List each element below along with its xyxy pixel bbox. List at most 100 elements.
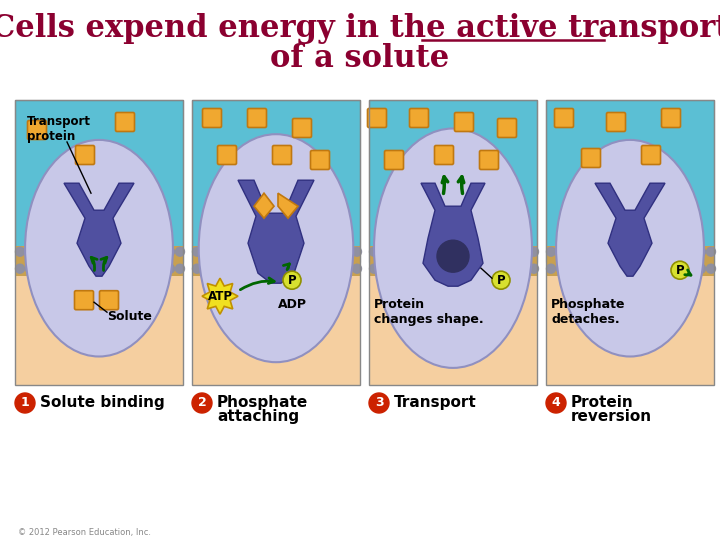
Bar [192, 262, 360, 385]
Circle shape [272, 247, 282, 256]
Circle shape [243, 247, 251, 256]
Circle shape [176, 264, 184, 273]
Circle shape [292, 247, 302, 256]
Circle shape [125, 264, 135, 273]
Circle shape [459, 247, 469, 256]
Polygon shape [238, 180, 314, 283]
Circle shape [25, 247, 35, 256]
FancyBboxPatch shape [76, 145, 94, 165]
Circle shape [510, 264, 518, 273]
Circle shape [567, 247, 575, 256]
FancyBboxPatch shape [554, 109, 574, 127]
Text: Protein
changes shape.: Protein changes shape. [374, 298, 484, 326]
Circle shape [557, 247, 565, 256]
Circle shape [410, 264, 418, 273]
Circle shape [647, 264, 655, 273]
Circle shape [106, 264, 114, 273]
Circle shape [323, 264, 331, 273]
Text: Solute binding: Solute binding [40, 395, 165, 410]
Circle shape [15, 393, 35, 413]
Circle shape [212, 247, 222, 256]
Circle shape [16, 247, 24, 256]
Circle shape [263, 247, 271, 256]
Bar [546, 246, 714, 276]
Bar [546, 262, 714, 385]
Circle shape [616, 247, 626, 256]
Circle shape [577, 247, 585, 256]
Circle shape [686, 264, 696, 273]
FancyBboxPatch shape [27, 120, 47, 139]
Circle shape [35, 247, 45, 256]
Polygon shape [254, 193, 274, 218]
Circle shape [390, 264, 398, 273]
Circle shape [312, 247, 322, 256]
Circle shape [400, 264, 408, 273]
Bar [15, 262, 183, 385]
Circle shape [253, 264, 261, 273]
Circle shape [469, 247, 479, 256]
Polygon shape [278, 193, 298, 218]
Circle shape [430, 247, 438, 256]
Circle shape [529, 264, 539, 273]
Circle shape [546, 393, 566, 413]
Ellipse shape [199, 134, 354, 362]
Circle shape [686, 247, 696, 256]
FancyBboxPatch shape [272, 145, 292, 165]
Circle shape [96, 247, 104, 256]
Circle shape [671, 261, 689, 279]
Text: attaching: attaching [217, 409, 299, 424]
Circle shape [490, 264, 498, 273]
Text: Transport
protein: Transport protein [27, 115, 91, 143]
Circle shape [263, 264, 271, 273]
Circle shape [76, 247, 84, 256]
Bar [369, 100, 537, 385]
Circle shape [222, 247, 232, 256]
FancyBboxPatch shape [99, 291, 119, 310]
Circle shape [302, 247, 312, 256]
Circle shape [145, 264, 155, 273]
Circle shape [546, 247, 556, 256]
Circle shape [567, 264, 575, 273]
FancyBboxPatch shape [310, 151, 330, 170]
Circle shape [115, 247, 125, 256]
Circle shape [96, 264, 104, 273]
FancyBboxPatch shape [498, 118, 516, 138]
Circle shape [492, 271, 510, 289]
Circle shape [222, 264, 232, 273]
Circle shape [606, 247, 616, 256]
Bar [369, 246, 537, 276]
Circle shape [546, 264, 556, 273]
Circle shape [510, 247, 518, 256]
Text: of a solute: of a solute [271, 43, 449, 75]
Polygon shape [421, 183, 485, 286]
Circle shape [343, 264, 351, 273]
Circle shape [520, 264, 528, 273]
Circle shape [696, 264, 706, 273]
Bar [369, 262, 537, 385]
Circle shape [677, 264, 685, 273]
Text: Phosphate: Phosphate [217, 395, 308, 410]
Circle shape [606, 264, 616, 273]
Circle shape [302, 264, 312, 273]
Circle shape [35, 264, 45, 273]
Bar [192, 246, 360, 276]
FancyBboxPatch shape [582, 148, 600, 167]
Circle shape [390, 247, 398, 256]
FancyBboxPatch shape [662, 109, 680, 127]
Circle shape [480, 264, 488, 273]
FancyBboxPatch shape [74, 291, 94, 310]
Polygon shape [64, 183, 134, 276]
Circle shape [587, 264, 595, 273]
Circle shape [166, 264, 174, 273]
Circle shape [66, 264, 74, 273]
Circle shape [490, 247, 498, 256]
Text: Cells expend energy in the active transport: Cells expend energy in the active transp… [0, 13, 720, 44]
Circle shape [106, 247, 114, 256]
Circle shape [437, 240, 469, 272]
Circle shape [192, 264, 202, 273]
Circle shape [557, 264, 565, 273]
Circle shape [596, 247, 606, 256]
Circle shape [282, 264, 292, 273]
FancyBboxPatch shape [410, 109, 428, 127]
Circle shape [156, 247, 164, 256]
